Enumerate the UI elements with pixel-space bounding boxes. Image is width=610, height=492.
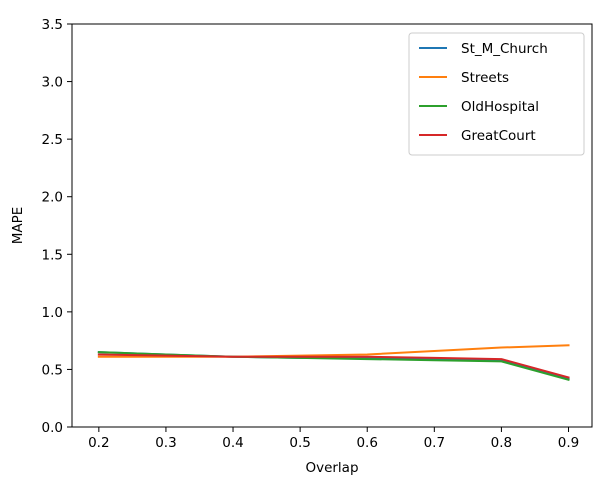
x-tick-label: 0.6 [356, 435, 377, 451]
x-tick-label: 0.4 [222, 435, 243, 451]
x-tick-label: 0.3 [155, 435, 176, 451]
x-tick-label: 0.5 [289, 435, 310, 451]
legend-label-greatcourt: GreatCourt [461, 128, 536, 144]
y-axis-ticks: 0.0 0.5 1.0 1.5 2.0 2.5 3.0 3.5 [42, 17, 72, 436]
y-tick-label: 0.0 [42, 420, 63, 436]
y-tick-label: 0.5 [42, 362, 63, 378]
y-axis-label: MAPE [10, 207, 26, 245]
y-tick-label: 3.0 [42, 75, 63, 91]
y-tick-label: 1.0 [42, 305, 63, 321]
y-tick-label: 1.5 [42, 247, 63, 263]
series-line-greatcourt [97, 353, 570, 379]
x-tick-label: 0.8 [491, 435, 512, 451]
x-tick-label: 0.2 [88, 435, 109, 451]
series-lines [97, 344, 570, 382]
legend-label-st-m-church: St_M_Church [461, 41, 548, 57]
y-tick-label: 3.5 [42, 17, 63, 33]
legend-label-streets: Streets [461, 70, 509, 86]
x-axis-ticks: 0.2 0.3 0.4 0.5 0.6 0.7 0.8 0.9 [88, 427, 579, 451]
y-tick-label: 2.0 [42, 190, 63, 206]
y-tick-label: 2.5 [42, 132, 63, 148]
legend-label-oldhospital: OldHospital [461, 99, 539, 115]
x-axis-label: Overlap [305, 460, 358, 476]
axes-frame [71, 23, 593, 428]
legend-box [408, 32, 585, 156]
x-tick-label: 0.9 [558, 435, 579, 451]
x-tick-label: 0.7 [424, 435, 445, 451]
legend: St_M_Church Streets OldHospital GreatCourt [408, 32, 585, 156]
